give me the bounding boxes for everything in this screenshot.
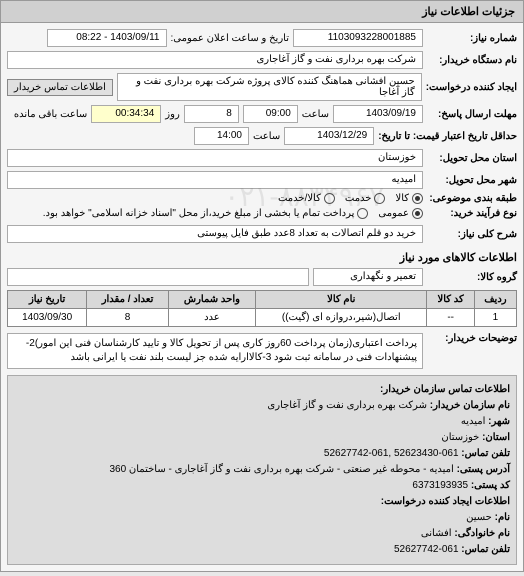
group-field-1: تعمیر و نگهداری bbox=[313, 268, 423, 286]
validity-date-field: 1403/12/29 bbox=[284, 127, 374, 145]
announce-label: تاریخ و ساعت اعلان عمومی: bbox=[171, 33, 290, 44]
city-field: امیدیه bbox=[7, 171, 423, 189]
th-0: ردیف bbox=[474, 291, 516, 309]
contact-org-label: نام سازمان خریدار: bbox=[430, 400, 510, 411]
contact-family-label: نام خانوادگی: bbox=[454, 528, 510, 539]
radio-process-2-label: پرداخت تمام یا بخشی از مبلغ خرید،از محل … bbox=[43, 208, 355, 219]
type-radio-group: کالا خدمت کالا/خدمت bbox=[278, 193, 423, 204]
need-number-label: شماره نیاز: bbox=[427, 33, 517, 44]
contact-cphone-label: تلفن تماس: bbox=[461, 544, 510, 555]
validity-label: حداقل تاریخ اعتبار قیمت: تا تاریخ: bbox=[378, 131, 517, 142]
contact-creator-title: اطلاعات ایجاد کننده درخواست: bbox=[14, 494, 510, 510]
city-label: شهر محل تحویل: bbox=[427, 175, 517, 186]
deadline-time-field: 09:00 bbox=[243, 105, 298, 123]
contact-city: امیدیه bbox=[461, 416, 486, 427]
radio-process-2[interactable] bbox=[357, 208, 368, 219]
contact-phone: 061-52623430 ,061-52627742 bbox=[324, 448, 459, 459]
radio-goods[interactable] bbox=[412, 193, 423, 204]
radio-goods-label: کالا bbox=[395, 193, 409, 204]
contact-province: خوزستان bbox=[441, 432, 479, 443]
contact-org: شرکت بهره برداری نفت و گاز آغاجاری bbox=[267, 400, 427, 411]
creator-label: ایجاد کننده درخواست: bbox=[426, 82, 517, 93]
contact-phone-label: تلفن تماس: bbox=[461, 448, 510, 459]
td-0: 1 bbox=[474, 309, 516, 327]
radio-both[interactable] bbox=[324, 193, 335, 204]
th-5: تاریخ نیاز bbox=[8, 291, 87, 309]
td-3: عدد bbox=[168, 309, 255, 327]
org-field: شرکت بهره برداری نفت و گاز آغاجاری bbox=[7, 51, 423, 69]
td-4: 8 bbox=[87, 309, 168, 327]
radio-service-label: خدمت bbox=[345, 193, 372, 204]
items-section-title: اطلاعات کالاهای مورد نیاز bbox=[7, 251, 517, 264]
time-label-2: ساعت bbox=[253, 131, 280, 142]
contact-info-button[interactable]: اطلاعات تماس خریدار bbox=[7, 79, 113, 96]
th-4: تعداد / مقدار bbox=[87, 291, 168, 309]
contact-zip-label: کد پستی: bbox=[471, 480, 510, 491]
radio-process-1-label: عمومی bbox=[378, 208, 409, 219]
desc-label: شرح کلی نیاز: bbox=[427, 229, 517, 240]
contact-block: اطلاعات تماس سازمان خریدار: نام سازمان خ… bbox=[7, 375, 517, 565]
days-label: روز bbox=[165, 109, 180, 120]
need-number-field: 1103093228001885 bbox=[293, 29, 423, 47]
contact-name-label: نام: bbox=[495, 512, 510, 523]
days-field: 8 bbox=[184, 105, 239, 123]
contact-postal-label: آدرس پستی: bbox=[457, 464, 510, 475]
deadline-label: مهلت ارسال پاسخ: bbox=[427, 109, 517, 120]
buyer-desc-label: توضیحات خریدار: bbox=[427, 333, 517, 344]
org-label: نام دستگاه خریدار: bbox=[427, 55, 517, 66]
group-field-2 bbox=[7, 268, 309, 286]
contact-title: اطلاعات تماس سازمان خریدار: bbox=[14, 382, 510, 398]
radio-both-label: کالا/خدمت bbox=[278, 193, 321, 204]
contact-name: حسین bbox=[466, 512, 492, 523]
process-label: نوع فرآیند خرید: bbox=[427, 208, 517, 219]
contact-postal: امیدیه - محوطه غیر صنعتی - شرکت بهره برد… bbox=[109, 464, 453, 475]
td-5: 1403/09/30 bbox=[8, 309, 87, 327]
contact-province-label: استان: bbox=[482, 432, 510, 443]
contact-family: افشانی bbox=[421, 528, 452, 539]
time-label-1: ساعت bbox=[302, 109, 329, 120]
validity-time-field: 14:00 bbox=[194, 127, 249, 145]
buyer-desc-field: پرداخت اعتباری(زمان پرداخت 60روز کاری پس… bbox=[7, 333, 423, 369]
province-label: استان محل تحویل: bbox=[427, 153, 517, 164]
contact-city-label: شهر: bbox=[488, 416, 510, 427]
process-radio-group: عمومی پرداخت تمام یا بخشی از مبلغ خرید،ا… bbox=[43, 208, 423, 219]
creator-field: حسین افشانی هماهنگ کننده کالای پروژه شرک… bbox=[117, 73, 422, 101]
contact-cphone: 061-52627742 bbox=[394, 544, 459, 555]
th-1: کد کالا bbox=[427, 291, 474, 309]
items-table: ردیف کد کالا نام کالا واحد شمارش تعداد /… bbox=[7, 290, 517, 327]
panel-title: جزئیات اطلاعات نیاز bbox=[1, 1, 523, 23]
td-2: اتصال(شیر،دروازه ای (گیت)) bbox=[256, 309, 427, 327]
group-label: گروه کالا: bbox=[427, 272, 517, 283]
deadline-date-field: 1403/09/19 bbox=[333, 105, 423, 123]
province-field: خوزستان bbox=[7, 149, 423, 167]
radio-service[interactable] bbox=[374, 193, 385, 204]
td-1: -- bbox=[427, 309, 474, 327]
desc-field: خرید دو قلم اتصالات به تعداد 8عدد طبق فا… bbox=[7, 225, 423, 243]
th-2: نام کالا bbox=[256, 291, 427, 309]
remain-time-field: 00:34:34 bbox=[91, 105, 161, 123]
radio-process-1[interactable] bbox=[412, 208, 423, 219]
type-label: طبقه بندی موضوعی: bbox=[427, 193, 517, 204]
th-3: واحد شمارش bbox=[168, 291, 255, 309]
contact-zip: 6373193935 bbox=[412, 480, 468, 491]
remain-label: ساعت باقی مانده bbox=[14, 109, 87, 120]
table-row: 1 -- اتصال(شیر،دروازه ای (گیت)) عدد 8 14… bbox=[8, 309, 517, 327]
announce-field: 1403/09/11 - 08:22 bbox=[47, 29, 167, 47]
